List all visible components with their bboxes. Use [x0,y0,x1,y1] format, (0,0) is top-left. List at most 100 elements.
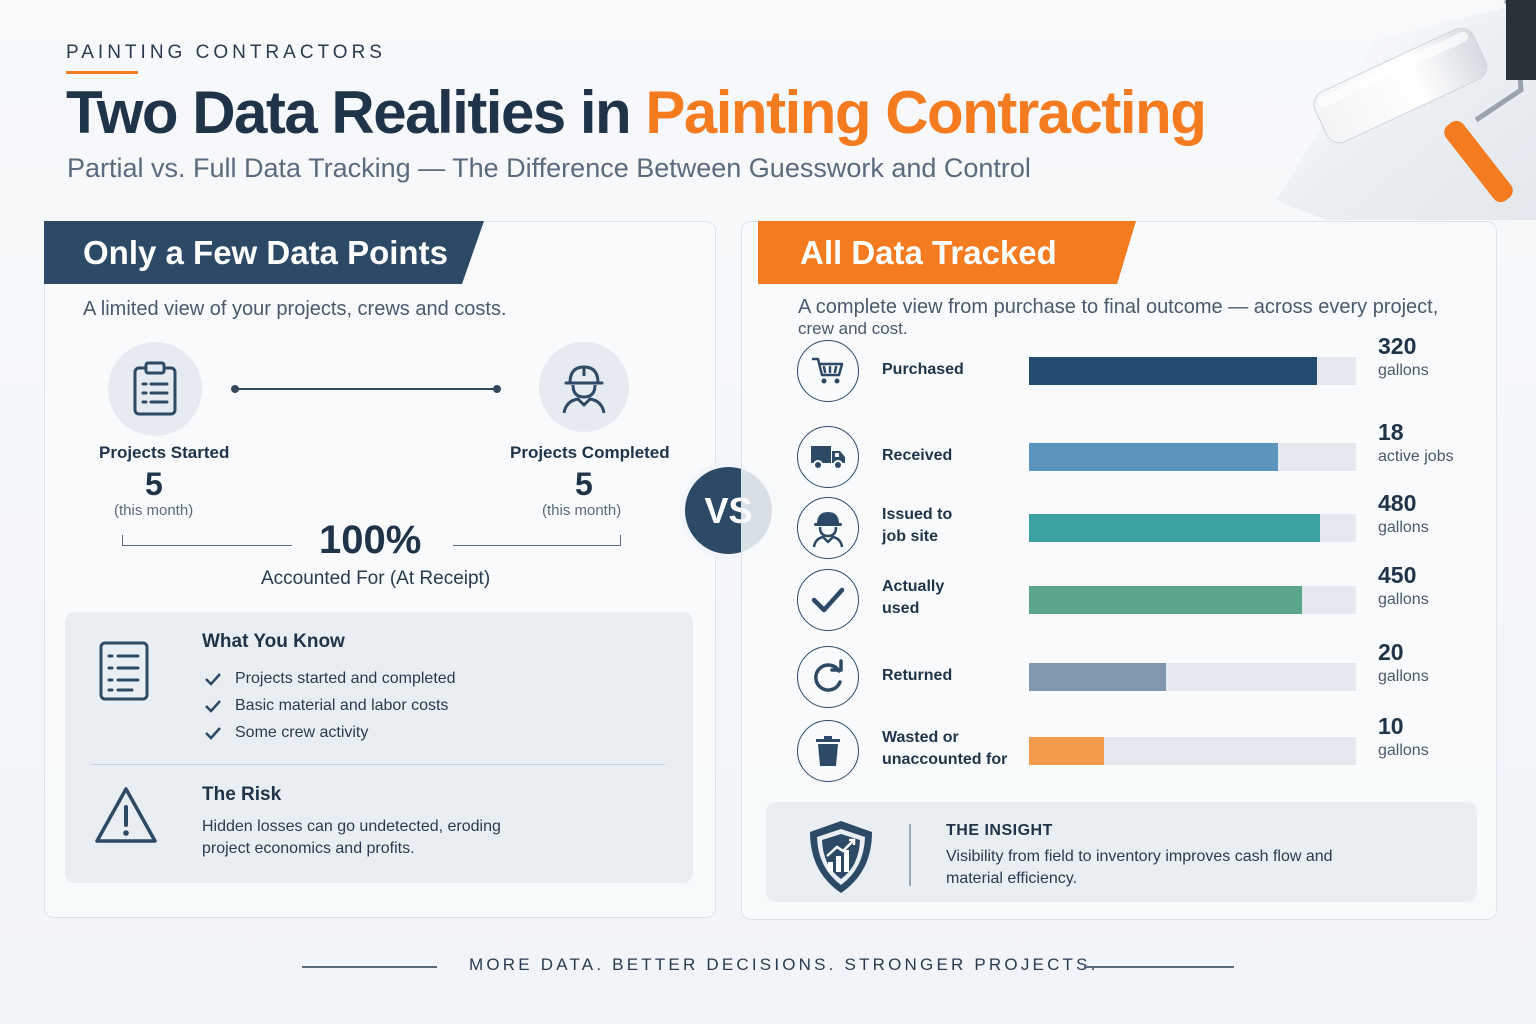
partial-data-tab: Only a Few Data Points [44,221,484,284]
accounted-label: Accounted For (At Receipt) [261,568,491,589]
metric-bar-track [1029,514,1356,542]
metric-bar-fill [1029,443,1278,471]
metric-unit: gallons [1378,668,1429,685]
metric-value: 450 [1378,562,1417,588]
full-data-panel: All Data Tracked A complete view from pu… [741,221,1497,920]
projects-started-value: 5 [145,466,163,502]
metric-bar-fill [1029,514,1321,542]
metric-value: 18 [1378,419,1404,445]
metric-bar-track [1029,443,1356,471]
metric-label-line1: Purchased [882,361,964,378]
metric-row: Wasted or unaccounted for 10 gallons [742,713,1498,782]
clipboard-icon [108,342,202,436]
metric-row: Actually used 450 gallons [742,562,1498,631]
known-item-text: Some crew activity [235,723,369,741]
paint-roller-illustration [1276,0,1536,220]
projects-completed-note: (this month) [542,502,622,519]
title-primary: Two Data Realities in [66,79,632,146]
what-you-know-title: What You Know [202,631,345,652]
full-data-tab: All Data Tracked [758,221,1136,284]
accounted-percentage: 100% [319,518,422,562]
metric-row: Returned 20 gallons [742,639,1498,708]
metric-label-line1: Issued to [882,506,953,523]
metric-value: 480 [1378,490,1417,516]
refresh-icon [797,646,859,708]
stats-connector [231,385,501,393]
footer-line-left [302,966,437,968]
metric-unit: gallons [1378,591,1429,608]
eyebrow-underline [66,71,138,74]
metric-label-line1: Received [882,447,953,464]
bracket-right [453,535,621,546]
metric-bar-track [1029,737,1356,765]
known-item-text: Basic material and labor costs [235,696,449,714]
metric-bar-fill [1029,586,1303,614]
trash-icon [797,720,859,782]
risk-title: The Risk [202,784,282,805]
metric-bar-fill [1029,357,1317,385]
metric-label: Actually used [882,576,1017,620]
known-and-risk-box: What You Know Projects started and compl… [65,612,693,883]
metric-row: Issued to job site 480 gallons [742,490,1498,559]
footer-line-right [1084,966,1234,968]
metric-label: Received [882,445,1017,467]
insight-title: THE INSIGHT [946,822,1053,839]
metric-row: Purchased 320 gallons [742,333,1498,402]
truck-icon [797,426,859,488]
known-item: Some crew activity [205,719,456,746]
metric-label-line1: Returned [882,667,953,684]
risk-text: Hidden losses can go undetected, eroding… [202,818,501,857]
projects-completed-label: Projects Completed [510,443,670,462]
metric-unit: active jobs [1378,448,1454,465]
metric-bar-fill [1029,737,1105,765]
known-item-text: Projects started and completed [235,669,456,687]
metric-label: Returned [882,665,1017,687]
check-icon [205,672,235,686]
metric-label-line2: job site [882,528,939,545]
shield-chart-icon [810,821,872,893]
title-accent: Painting Contracting [645,79,1206,146]
cart-icon [797,340,859,402]
metric-unit: gallons [1378,362,1429,379]
checkmark-icon [797,569,859,631]
projects-completed-value: 5 [575,466,593,502]
metric-unit: gallons [1378,519,1429,536]
metric-row: Received 18 active jobs [742,419,1498,488]
projects-started-note: (this month) [114,502,194,519]
metric-label-line2: unaccounted for [882,751,1008,768]
metric-bar-track [1029,586,1356,614]
full-data-description: A complete view from purchase to final o… [798,296,1478,340]
footer-tagline: MORE DATA. BETTER DECISIONS. STRONGER PR… [469,955,1099,974]
metric-value: 20 [1378,639,1404,665]
page-subtitle: Partial vs. Full Data Tracking — The Dif… [67,153,1031,183]
metric-label-line2: used [882,600,920,617]
metric-value: 320 [1378,333,1417,359]
metric-bar-track [1029,357,1356,385]
metric-bar-fill [1029,663,1167,691]
insight-text: Visibility from field to inventory impro… [946,848,1333,887]
warning-icon [95,787,157,843]
partial-data-panel: Only a Few Data Points A limited view of… [44,221,716,918]
metric-label: Purchased [882,359,1017,381]
page-title: Two Data Realities in Painting Contracti… [66,78,1207,147]
check-icon [205,699,235,713]
full-data-description-line2: crew and cost. [798,319,908,338]
known-item: Projects started and completed [205,665,456,692]
insight-divider [909,824,911,886]
metric-bar-track [1029,663,1356,691]
full-data-description-line1: A complete view from purchase to final o… [798,296,1439,318]
metric-label: Issued to job site [882,504,1017,548]
known-items-list: Projects started and completed Basic mat… [205,665,456,746]
metric-value: 10 [1378,713,1404,739]
insight-box: THE INSIGHT Visibility from field to inv… [766,802,1477,902]
eyebrow-label: PAINTING CONTRACTORS [66,42,386,63]
metric-unit: gallons [1378,742,1429,759]
metric-label-line1: Wasted or [882,729,959,746]
check-icon [205,726,235,740]
checklist-icon [99,641,149,701]
projects-started-label: Projects Started [99,443,230,462]
info-divider [91,764,665,765]
metric-label: Wasted or unaccounted for [882,727,1017,771]
metric-label-line1: Actually [882,578,945,595]
bracket-left [122,535,292,546]
